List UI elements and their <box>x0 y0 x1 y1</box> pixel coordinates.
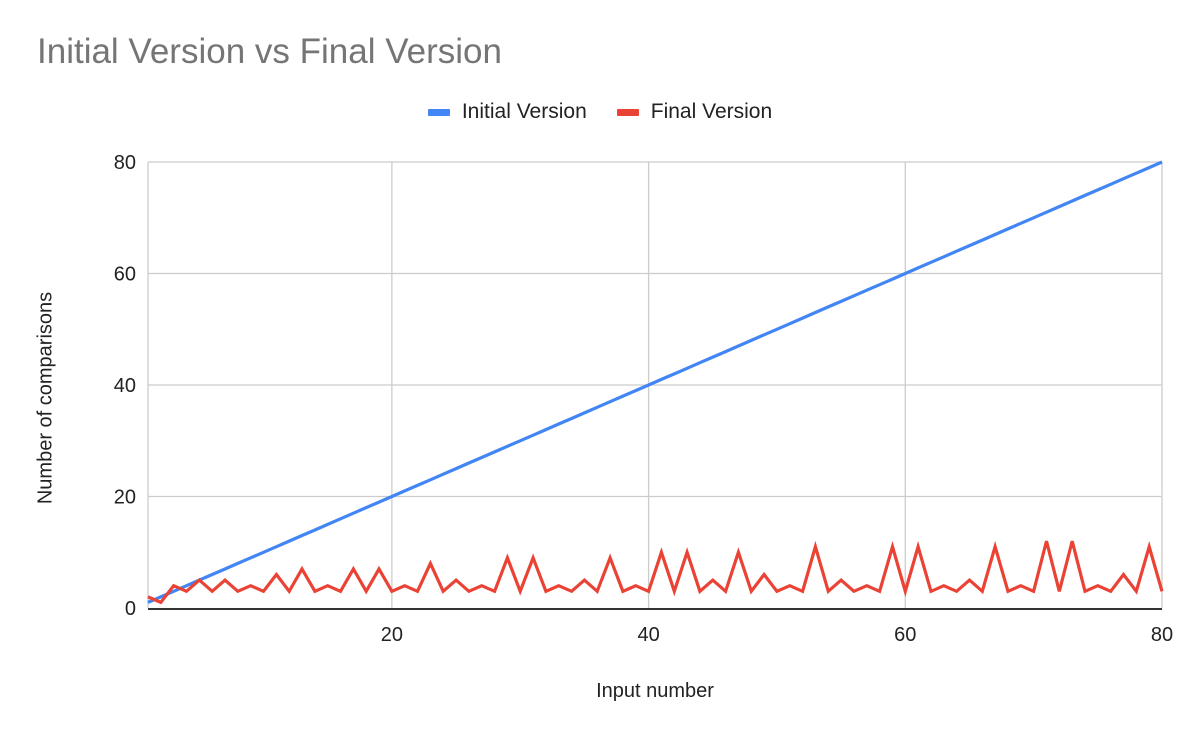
legend-item-final-version[interactable]: Final Version <box>616 100 773 124</box>
y-tick-label: 60 <box>114 264 136 286</box>
y-tick-label: 40 <box>114 375 136 397</box>
legend-swatch-final-icon <box>616 108 639 116</box>
series-final-version <box>147 540 1164 605</box>
legend-item-initial-version[interactable]: Initial Version <box>427 100 587 124</box>
legend-swatch-initial-icon <box>427 108 450 116</box>
series-initial-version <box>147 160 1163 604</box>
chart-title: Initial Version vs Final Version <box>37 32 502 71</box>
y-tick-label: 20 <box>114 487 136 509</box>
x-axis-label: Input number <box>596 680 714 702</box>
x-tick-label: 40 <box>637 624 659 646</box>
legend-label-final: Final Version <box>650 100 773 123</box>
legend: Initial Version Final Version <box>0 100 1200 124</box>
y-tick-label: 80 <box>114 152 136 174</box>
x-tick-label: 80 <box>1151 624 1173 646</box>
x-tick-label: 20 <box>381 624 403 646</box>
y-tick-label: 0 <box>125 598 136 620</box>
x-tick-label: 60 <box>894 624 916 646</box>
y-axis-label: Number of comparisons <box>34 291 57 505</box>
legend-label-initial: Initial Version <box>461 100 587 123</box>
